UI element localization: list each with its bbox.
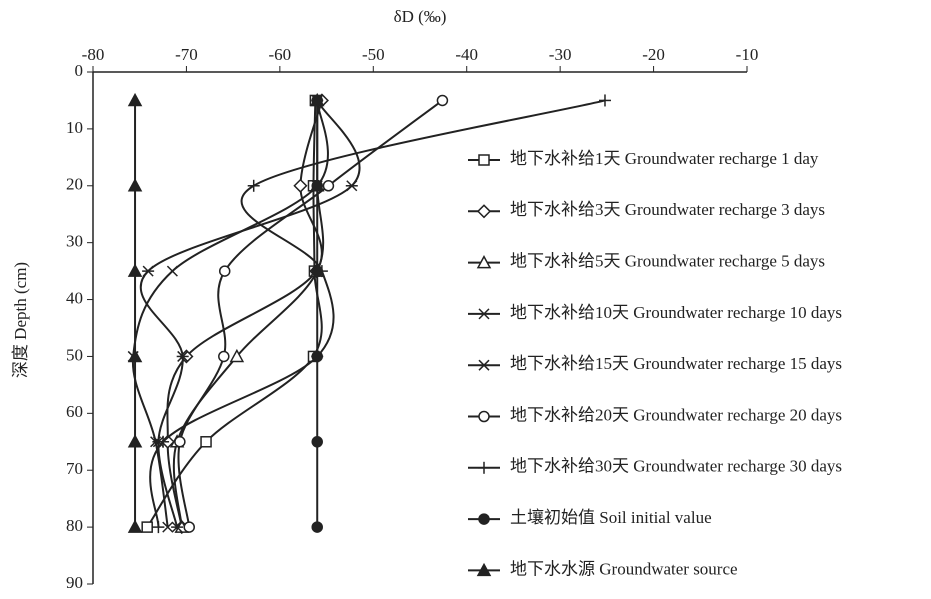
marker bbox=[229, 348, 245, 363]
marker bbox=[478, 461, 490, 474]
y-tick-label: 80 bbox=[66, 516, 83, 535]
legend-label: 地下水补给5天 Groundwater recharge 5 days bbox=[510, 252, 825, 271]
marker bbox=[176, 350, 189, 362]
marker bbox=[162, 521, 174, 533]
y-tick-label: 90 bbox=[66, 573, 83, 592]
y-tick-label: 60 bbox=[66, 402, 83, 421]
y-axis-title: 深度 Depth (cm) bbox=[11, 262, 30, 378]
marker bbox=[476, 204, 492, 219]
y-tick-label: 40 bbox=[66, 288, 83, 307]
marker bbox=[436, 94, 449, 107]
legend-label: 地下水补给10天 Groundwater recharge 10 days bbox=[510, 303, 842, 322]
marker bbox=[127, 92, 143, 107]
marker bbox=[247, 179, 260, 192]
x-tick-label: -40 bbox=[455, 45, 478, 64]
marker bbox=[152, 521, 165, 534]
legend-label: 地下水补给3天 Groundwater recharge 3 days bbox=[510, 200, 825, 219]
marker bbox=[478, 410, 490, 423]
series-line bbox=[172, 100, 325, 528]
marker bbox=[478, 359, 490, 371]
x-axis-title: δD (‰) bbox=[394, 7, 447, 26]
marker bbox=[478, 513, 490, 525]
marker bbox=[476, 562, 492, 577]
marker bbox=[311, 94, 323, 107]
y-tick-label: 70 bbox=[66, 459, 83, 478]
x-tick-label: -70 bbox=[175, 45, 198, 64]
legend-label: 土壤初始值 Soil initial value bbox=[510, 507, 712, 527]
marker bbox=[311, 350, 323, 363]
marker bbox=[141, 521, 153, 533]
marker bbox=[476, 255, 492, 269]
legend-label: 地下水补给1天 Groundwater recharge 1 day bbox=[510, 149, 819, 168]
marker bbox=[174, 436, 186, 448]
marker bbox=[311, 265, 323, 277]
x-tick-label: -30 bbox=[549, 45, 572, 64]
marker bbox=[478, 154, 490, 166]
marker bbox=[200, 436, 212, 448]
marker bbox=[311, 180, 323, 192]
marker bbox=[171, 521, 184, 533]
y-tick-label: 0 bbox=[75, 61, 84, 80]
x-tick-label: -50 bbox=[362, 45, 385, 64]
y-tick-label: 10 bbox=[66, 118, 83, 137]
y-tick-label: 30 bbox=[66, 232, 83, 251]
marker bbox=[322, 180, 335, 192]
legend-label: 地下水补给30天 Groundwater recharge 30 days bbox=[510, 457, 842, 476]
marker bbox=[478, 308, 490, 320]
legend-label: 地下水补给15天 Groundwater recharge 15 days bbox=[510, 354, 842, 373]
x-tick-label: -10 bbox=[736, 45, 759, 64]
marker bbox=[127, 434, 143, 448]
series-line bbox=[166, 100, 323, 528]
marker bbox=[598, 94, 611, 107]
x-tick-label: -80 bbox=[82, 45, 105, 64]
marker bbox=[127, 519, 143, 533]
marker bbox=[218, 265, 231, 277]
marker bbox=[311, 436, 323, 448]
marker bbox=[311, 521, 323, 533]
series-line bbox=[131, 100, 329, 528]
marker bbox=[127, 348, 143, 363]
marker bbox=[183, 521, 195, 533]
marker bbox=[157, 435, 170, 448]
marker bbox=[166, 265, 178, 277]
marker bbox=[345, 180, 358, 192]
marker bbox=[142, 265, 155, 277]
legend-label: 地下水水源 Groundwater source bbox=[510, 559, 738, 578]
marker bbox=[127, 178, 143, 192]
marker bbox=[127, 263, 143, 277]
marker bbox=[293, 178, 308, 193]
y-tick-label: 20 bbox=[66, 175, 83, 194]
x-tick-label: -60 bbox=[269, 45, 292, 64]
x-tick-label: -20 bbox=[642, 45, 665, 64]
y-tick-label: 50 bbox=[66, 345, 83, 364]
marker bbox=[218, 350, 230, 363]
legend-label: 地下水补给20天 Groundwater recharge 20 days bbox=[510, 405, 842, 424]
